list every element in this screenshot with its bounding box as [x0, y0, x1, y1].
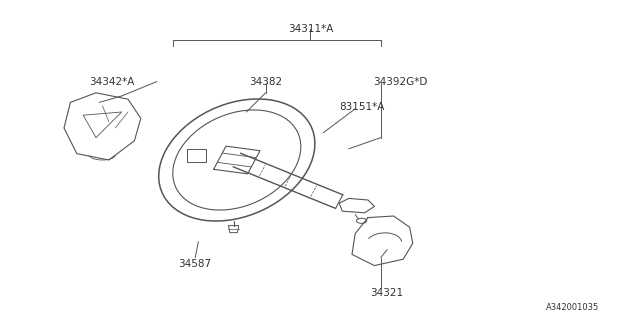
Text: 34392G*D: 34392G*D: [373, 76, 427, 87]
Text: 34587: 34587: [179, 259, 212, 269]
Text: 34342*A: 34342*A: [90, 76, 134, 87]
Text: 34321: 34321: [371, 288, 404, 298]
Text: 83151*A: 83151*A: [339, 102, 384, 112]
Text: 34311*A: 34311*A: [288, 24, 333, 34]
Text: A342001035: A342001035: [546, 303, 600, 312]
Text: 34382: 34382: [249, 76, 282, 87]
